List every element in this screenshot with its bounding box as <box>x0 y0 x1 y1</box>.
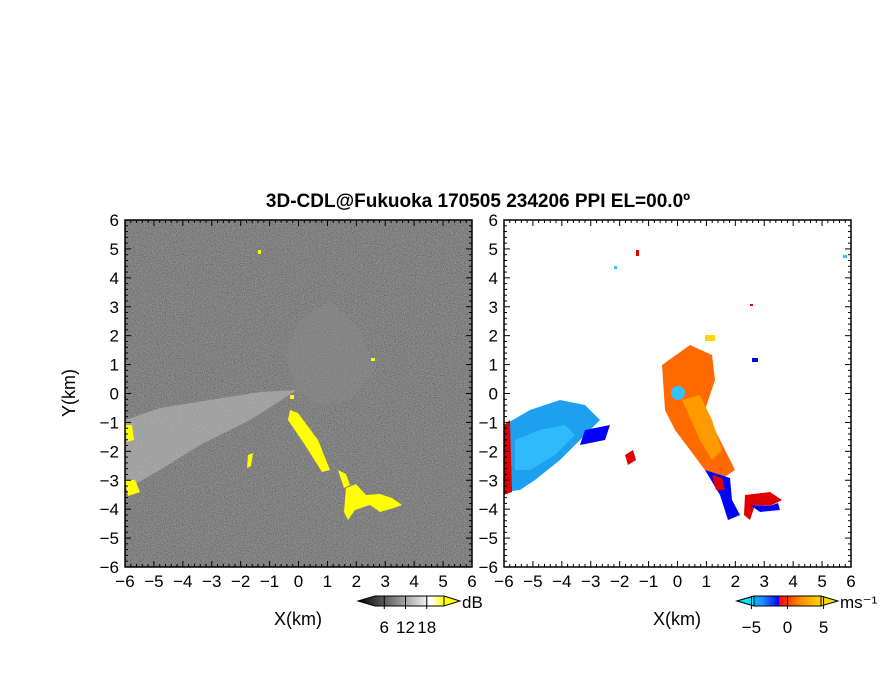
x-tick-label: 6 <box>467 572 476 591</box>
velocity-colorbar-unit: ms⁻¹ <box>840 593 878 612</box>
velocity-region-east-inner <box>682 395 722 460</box>
x-tick-label: 5 <box>438 572 447 591</box>
yellow-band-2 <box>338 470 350 488</box>
yellow-speck-2 <box>371 358 375 361</box>
y-tick-label: −5 <box>479 529 498 548</box>
y-tick-label: −5 <box>100 529 119 548</box>
x-tick-label: 1 <box>323 572 332 591</box>
yellow-band-1 <box>288 410 330 472</box>
yellow-band-3 <box>344 484 402 520</box>
y-axis-label: Y(km) <box>59 369 79 417</box>
x-tick-label: 5 <box>817 572 826 591</box>
yellow-speck-3 <box>290 395 294 399</box>
x-tick-label: −6 <box>494 572 513 591</box>
velocity-speck-4 <box>705 335 715 341</box>
velocity-colorbar: −5 0 5 ms⁻¹ <box>735 593 878 637</box>
y-tick-label: 1 <box>489 356 498 375</box>
velocity-tail-south <box>744 492 782 520</box>
y-tick-label: −4 <box>100 500 119 519</box>
yellow-band-5 <box>125 480 140 496</box>
y-tick-label: −6 <box>100 558 119 577</box>
x-tick-label: 0 <box>294 572 303 591</box>
y-tick-label: 6 <box>489 211 498 230</box>
echo-region-north <box>285 300 375 405</box>
y-tick-label: 4 <box>489 269 498 288</box>
x-tick-label: 4 <box>409 572 418 591</box>
y-tick-label: 2 <box>110 327 119 346</box>
colorbar-tick-label: 0 <box>783 618 792 637</box>
y-tick-label: −2 <box>479 442 498 461</box>
colorbar-tick-label: 6 <box>380 618 389 637</box>
x-tick-label: −5 <box>144 572 163 591</box>
y-tick-label: 4 <box>110 269 119 288</box>
x-tick-label: 2 <box>731 572 740 591</box>
y-tick-label: 0 <box>110 385 119 404</box>
x-tick-label: −3 <box>581 572 600 591</box>
velocity-speck-3 <box>750 304 753 306</box>
x-tick-label: −5 <box>523 572 542 591</box>
x-tick-label: 4 <box>788 572 797 591</box>
velocity-speck-1 <box>636 250 639 256</box>
y-tick-label: 5 <box>489 240 498 259</box>
y-tick-label: 1 <box>110 356 119 375</box>
y-tick-label: −3 <box>100 471 119 490</box>
velocity-speck-6 <box>752 358 758 362</box>
x-axis-label-right: X(km) <box>653 609 701 629</box>
y-tick-label: −3 <box>479 471 498 490</box>
velocity-edge-west <box>504 420 512 495</box>
x-tick-label: −2 <box>610 572 629 591</box>
y-tick-label: −6 <box>479 558 498 577</box>
y-tick-label: −4 <box>479 500 498 519</box>
colorbar-tick-label: −5 <box>742 618 761 637</box>
velocity-edge-west-blue <box>580 425 610 445</box>
y-tick-label: 2 <box>489 327 498 346</box>
colorbar-tick-label: 18 <box>417 618 436 637</box>
reflectivity-colorbar-unit: dB <box>462 593 483 612</box>
x-tick-label: 6 <box>846 572 855 591</box>
y-tick-label: 0 <box>489 385 498 404</box>
y-tick-label: 3 <box>110 298 119 317</box>
x-tick-label: 3 <box>381 572 390 591</box>
velocity-region-west-inner <box>515 425 575 470</box>
x-tick-label: 3 <box>760 572 769 591</box>
x-tick-label: −6 <box>115 572 134 591</box>
y-tick-label: 6 <box>110 211 119 230</box>
velocity-tail-south-blue <box>750 503 780 512</box>
velocity-speck-2 <box>614 266 617 269</box>
colorbar-tick-label: 12 <box>396 618 415 637</box>
yellow-speck-1 <box>258 250 261 254</box>
velocity-edge-east-blue <box>705 470 740 520</box>
velocity-patch-small <box>625 450 636 465</box>
yellow-band-4 <box>125 425 134 442</box>
x-axis-label-left: X(km) <box>274 609 322 629</box>
x-tick-label: −1 <box>260 572 279 591</box>
yellow-band-6 <box>247 453 253 468</box>
colorbar-tick-label: 5 <box>819 618 828 637</box>
y-tick-label: −1 <box>479 413 498 432</box>
x-tick-label: −4 <box>173 572 192 591</box>
x-tick-label: 0 <box>673 572 682 591</box>
echo-region-west <box>125 390 297 490</box>
radar-site-marker <box>671 386 685 400</box>
x-tick-label: 2 <box>352 572 361 591</box>
x-tick-label: −4 <box>552 572 571 591</box>
x-tick-label: −1 <box>639 572 658 591</box>
chart-title: 3D-CDL@Fukuoka 170505 234206 PPI EL=00.0… <box>266 191 690 212</box>
y-tick-label: 5 <box>110 240 119 259</box>
reflectivity-colorbar: 6 12 18 dB <box>356 593 483 637</box>
velocity-edge-east-red <box>712 475 725 490</box>
x-tick-label: −2 <box>231 572 250 591</box>
x-tick-label: −3 <box>202 572 221 591</box>
y-tick-label: 3 <box>489 298 498 317</box>
y-tick-label: −1 <box>100 413 119 432</box>
x-tick-label: 1 <box>702 572 711 591</box>
y-tick-label: −2 <box>100 442 119 461</box>
velocity-speck-5 <box>843 255 847 258</box>
